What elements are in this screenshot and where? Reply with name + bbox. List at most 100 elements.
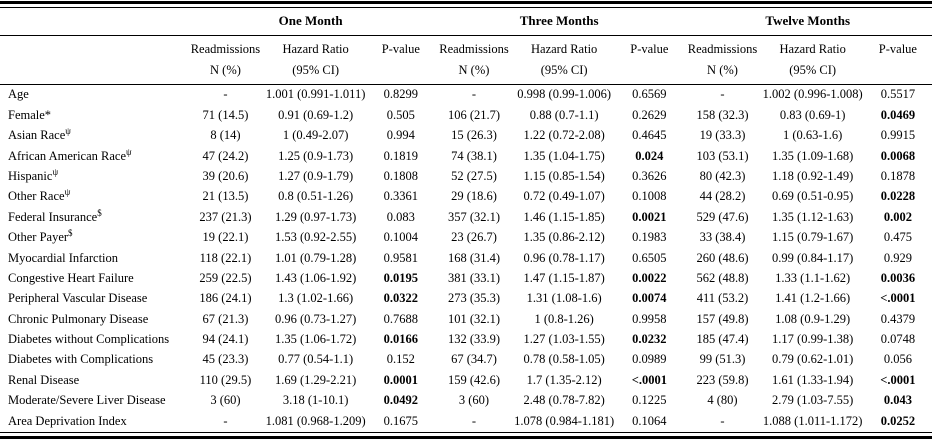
- table-row: Age - 1.001 (0.991-1.011) 0.8299 - 0.998 (0.9…: [0, 85, 932, 106]
- readmissions-cell: 118 (22.1): [199, 250, 252, 265]
- hazard-ratio-cell: 1.078 (0.984-1.181): [514, 413, 615, 428]
- table-row: Renal Disease 110 (29.5) 1.69 (1.29-2.21) 0…: [0, 370, 932, 390]
- hazard-ratio-cell: 1.15 (0.85-1.54): [523, 168, 605, 183]
- pvalue-cell: <.0001: [631, 372, 667, 387]
- readmissions-cell: 80 (42.3): [699, 168, 746, 183]
- row-label-footnote-symbol: ψ: [65, 126, 71, 136]
- col-header-readmissions: Readmissions: [687, 42, 758, 57]
- readmissions-cell: 8 (14): [210, 128, 241, 143]
- hazard-ratio-cell: 0.8 (0.51-1.26): [278, 189, 354, 204]
- readmissions-cell: 132 (33.9): [447, 332, 501, 347]
- table-row: Moderate/Severe Liver Disease 3 (60) 3.18 …: [0, 391, 932, 411]
- hazard-ratio-cell: 1.35 (0.86-2.12): [523, 230, 605, 245]
- pvalue-cell: 0.994: [386, 128, 415, 143]
- table-row: Other Payer$ 19 (22.1) 1.53 (0.92-2.55) 0.1…: [0, 228, 932, 248]
- group-header-twelve-months: Twelve Months: [683, 7, 932, 36]
- col-subheader-ci: (95% CI): [513, 61, 616, 85]
- pvalue-cell: 0.6505: [632, 250, 667, 265]
- pvalue-cell: 0.0989: [632, 352, 667, 367]
- hazard-ratio-cell: 2.79 (1.03-7.55): [772, 393, 854, 408]
- hazard-ratio-cell: 3.18 (1-10.1): [282, 393, 349, 408]
- row-label: Area Deprivation Index: [8, 413, 127, 428]
- hazard-ratio-cell: 1.27 (1.03-1.55): [523, 332, 605, 347]
- col-subheader-ci: (95% CI): [264, 61, 367, 85]
- group-header-three-months: Three Months: [434, 7, 684, 36]
- readmissions-cell: 186 (24.1): [199, 291, 252, 306]
- readmissions-cell: 159 (42.6): [447, 372, 501, 387]
- hazard-ratio-cell: 0.83 (0.69-1): [779, 107, 846, 122]
- readmissions-cell: 23 (26.7): [451, 230, 497, 245]
- hazard-ratio-cell: 1.001 (0.991-1.011): [265, 87, 366, 102]
- hazard-ratio-cell: 1.46 (1.15-1.85): [523, 209, 605, 224]
- readmissions-cell: 19 (22.1): [202, 230, 249, 245]
- pvalue-cell: 0.024: [635, 148, 664, 163]
- readmissions-cell: 529 (47.6): [696, 209, 749, 224]
- month-group-header-row: One Month Three Months Twelve Months: [0, 7, 932, 36]
- readmissions-cell: -: [471, 413, 477, 428]
- col-subheader-n-pct: N (%): [186, 61, 265, 85]
- readmissions-cell: 411 (53.2): [696, 291, 749, 306]
- table-row: African American Raceψ 47 (24.2) 1.25 (0.9…: [0, 146, 932, 166]
- readmissions-cell: 103 (53.1): [696, 148, 749, 163]
- table-row: Other Raceψ 21 (13.5) 0.8 (0.51-1.26) 0.336…: [0, 187, 932, 207]
- hazard-ratio-cell: 1.22 (0.72-2.08): [523, 128, 605, 143]
- row-label-footnote-symbol: ψ: [52, 166, 59, 177]
- pvalue-cell: 0.0252: [880, 413, 916, 428]
- col-subheader-ci: (95% CI): [761, 61, 864, 85]
- row-label-footnote-symbol: $: [68, 227, 73, 238]
- readmissions-cell: 99 (51.3): [699, 352, 746, 367]
- pvalue-cell: 0.929: [883, 250, 912, 265]
- readmissions-cell: -: [720, 413, 725, 428]
- pvalue-cell: 0.2629: [632, 107, 667, 122]
- row-label: Diabetes without Complications: [8, 332, 170, 347]
- hazard-ratio-cell: 1.35 (1.09-1.68): [772, 148, 854, 163]
- readmissions-cell: 47 (24.2): [202, 148, 249, 163]
- hazard-ratio-cell: 1.25 (0.9-1.73): [278, 148, 354, 163]
- readmissions-cell: 260 (48.6): [696, 250, 749, 265]
- table-row: Asian Raceψ 8 (14) 1 (0.49-2.07) 0.994 15 (2…: [0, 126, 932, 146]
- pvalue-cell: 0.1064: [632, 413, 667, 428]
- hazard-ratio-cell: 0.79 (0.62-1.01): [772, 352, 854, 367]
- hazard-ratio-cell: 1.47 (1.15-1.87): [523, 270, 605, 285]
- readmissions-cell: 106 (21.7): [447, 107, 501, 122]
- hazard-ratio-cell: 1.3 (1.02-1.66): [278, 291, 354, 306]
- row-label: African American Raceψ: [8, 146, 132, 163]
- readmissions-cell: 21 (13.5): [202, 189, 249, 204]
- empty-corner-cell: [0, 61, 187, 85]
- pvalue-cell: 0.0001: [383, 372, 418, 387]
- row-label-footnote-symbol: ψ: [126, 146, 132, 157]
- hazard-ratio-cell: 0.78 (0.58-1.05): [523, 352, 605, 367]
- readmissions-cell: 110 (29.5): [199, 372, 252, 387]
- row-label: Myocardial Infarction: [8, 250, 119, 265]
- column-header-row-line2: N (%) (95% CI) N (%) (95% CI) N (%) (95%…: [0, 61, 932, 85]
- table-row: Peripheral Vascular Disease 186 (24.1) 1.3…: [0, 289, 932, 309]
- hazard-ratio-cell: 1.29 (0.97-1.73): [275, 209, 357, 224]
- table-header: One Month Three Months Twelve Months Rea…: [0, 7, 932, 85]
- readmissions-cell: 259 (22.5): [199, 270, 252, 285]
- pvalue-cell: 0.0228: [880, 189, 916, 204]
- pvalue-cell: 0.0748: [880, 332, 916, 347]
- readmissions-cell: 185 (47.4): [696, 332, 749, 347]
- readmissions-cell: 52 (27.5): [451, 168, 497, 183]
- hazard-ratio-cell: 1.01 (0.79-1.28): [275, 250, 357, 265]
- readmissions-cell: 168 (31.4): [447, 250, 501, 265]
- readmissions-cell: 562 (48.8): [696, 270, 749, 285]
- hazard-ratio-cell: 0.69 (0.51-0.95): [772, 189, 854, 204]
- table-row: Chronic Pulmonary Disease 67 (21.3) 0.96 (…: [0, 309, 932, 329]
- hazard-ratio-cell: 1.081 (0.968-1.209): [265, 413, 366, 428]
- hazard-ratio-cell: 1.18 (0.92-1.49): [772, 168, 854, 183]
- pvalue-cell: 0.3361: [383, 189, 418, 204]
- readmissions-cell: 67 (34.7): [451, 352, 497, 367]
- pvalue-cell: 0.1675: [383, 413, 418, 428]
- readmissions-cell: 158 (32.3): [696, 107, 749, 122]
- col-header-pvalue: P-value: [878, 42, 917, 57]
- pvalue-cell: 0.1819: [383, 148, 418, 163]
- empty-corner-cell: [0, 7, 187, 36]
- row-label: Asian Raceψ: [8, 126, 71, 143]
- pvalue-cell: 0.0166: [383, 332, 418, 347]
- readmissions-cell: 71 (14.5): [202, 107, 249, 122]
- row-label-footnote-symbol: $: [97, 207, 102, 218]
- pvalue-cell: 0.1878: [880, 168, 916, 183]
- readmissions-cell: 39 (20.6): [202, 168, 249, 183]
